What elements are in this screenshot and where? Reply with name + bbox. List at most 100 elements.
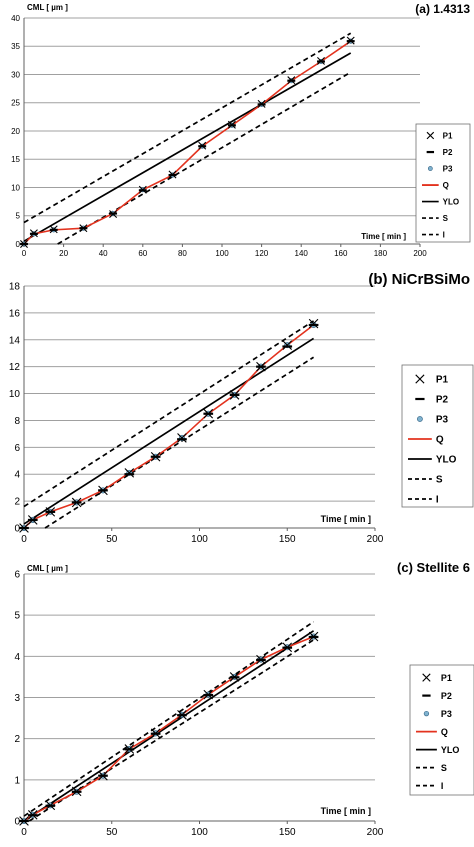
x-tick-label: 160 [334, 249, 348, 258]
y-tick-label: 6 [14, 443, 20, 454]
x-axis-label: Time [ min ] [321, 806, 371, 816]
legend-label: S [441, 763, 447, 773]
legend-label: YLO [441, 745, 460, 755]
point-p1 [19, 523, 29, 533]
x-tick-label: 40 [99, 249, 108, 258]
line-i [44, 356, 315, 529]
y-tick-label: 18 [9, 282, 21, 293]
x-tick-label: 200 [413, 249, 427, 258]
legend-label: P2 [436, 395, 449, 406]
point-p1 [27, 515, 38, 525]
legend-label: I [436, 495, 439, 506]
y-tick-label: 1 [14, 775, 20, 786]
point-p1 [177, 710, 187, 720]
y-tick-label: 12 [9, 362, 21, 373]
point-p1 [109, 210, 118, 219]
y-tick-label: 8 [14, 416, 20, 427]
chart-b-svg: 0 2 4 6 8 10 12 14 16 18 0 50 100 150 200 (b) NiCrBSiMo… [9, 271, 474, 545]
y-tick-label: 20 [11, 127, 20, 136]
x-tick-label: 150 [279, 534, 296, 545]
point-p1 [49, 225, 58, 234]
legend-label: YLO [443, 197, 459, 206]
x-tick-label: 80 [178, 249, 187, 258]
x-axis-label: Time [ min ] [321, 514, 371, 524]
y-tick-label: 16 [9, 308, 21, 319]
point-p1 [19, 816, 29, 826]
point-p1 [45, 800, 56, 811]
y-tick-label: 5 [14, 611, 20, 622]
point-p1 [229, 390, 240, 400]
line-ylo [23, 337, 315, 525]
y-tick-label: 25 [11, 99, 20, 108]
y-tick-label: 3 [14, 693, 20, 704]
line-ylo [23, 52, 352, 242]
x-tick-label: 120 [255, 249, 269, 258]
y-tick-label: 15 [11, 155, 20, 164]
point-p1 [203, 689, 214, 700]
x-tick-label: 200 [367, 534, 384, 545]
chart-c-svg: 0 1 2 3 4 5 6 0 50 100 150 200 (c) Stellite 6 CML [ µ… [14, 560, 474, 838]
point-p1 [346, 36, 355, 45]
chart-panel-c: 0 1 2 3 4 5 6 0 50 100 150 200 (c) Stellite 6 CML [ µ… [0, 558, 474, 847]
series-q-line [23, 324, 315, 529]
y-tick-label: 30 [11, 70, 20, 79]
x-axis-label: Time [ min ] [361, 232, 406, 241]
legend-label: P2 [443, 148, 453, 157]
chart-title: (b) NiCrBSiMo [368, 271, 470, 288]
x-tick-label: 0 [21, 827, 27, 838]
x-tick-label: 150 [279, 827, 296, 838]
y-tick-label: 35 [11, 42, 20, 51]
y-tick-label: 0 [16, 240, 21, 249]
line-s [23, 32, 352, 224]
x-tick-label: 60 [138, 249, 147, 258]
point-p1 [282, 340, 293, 350]
point-p1 [168, 170, 177, 179]
point-p1 [98, 485, 108, 496]
point-p1 [227, 120, 236, 129]
x-tick-label: 50 [106, 534, 118, 545]
y-tick-label: 4 [14, 652, 20, 663]
x-tick-label: 140 [295, 249, 309, 258]
point-p1 [198, 141, 207, 150]
line-s [23, 621, 315, 817]
x-tick-label: 100 [215, 249, 229, 258]
x-tick-label: 100 [191, 534, 208, 545]
legend-label: P2 [441, 691, 452, 701]
x-tick-label: 0 [22, 249, 27, 258]
point-p1 [257, 99, 266, 108]
legend-label: Q [436, 435, 444, 446]
point-p1 [71, 786, 82, 797]
point-p1 [71, 497, 82, 508]
legend-label: YLO [436, 455, 457, 466]
chart-title: (a) 1.4313 [415, 2, 470, 16]
x-tick-label: 0 [21, 534, 27, 545]
legend-label: P3 [441, 709, 452, 719]
y-tick-label: 0 [14, 817, 20, 828]
y-tick-label: 10 [9, 389, 21, 400]
y-axis-label: CML [ µm ] [27, 3, 68, 12]
point-p1 [124, 744, 135, 754]
y-tick-label: 6 [14, 570, 20, 581]
legend-label: P1 [441, 673, 452, 683]
legend-label: P3 [436, 415, 449, 426]
chart-panel-a: 0 5 10 15 20 25 30 35 40 0 20 40 60 80 100 120 140 160 180… [0, 0, 474, 282]
point-p1 [256, 654, 266, 665]
chart-panel-b: 0 2 4 6 8 10 12 14 16 18 0 50 100 150 200 (b) NiCrBSiMo… [0, 268, 474, 553]
legend-label: P3 [443, 164, 453, 173]
y-tick-label: 2 [14, 734, 20, 745]
legend-marker-p1 [422, 673, 431, 682]
x-tick-label: 200 [367, 827, 384, 838]
x-tick-label: 50 [106, 827, 118, 838]
y-tick-label: 4 [14, 470, 20, 481]
legend-box [415, 123, 471, 243]
legend-label: P1 [436, 375, 449, 386]
y-tick-label: 10 [11, 183, 20, 192]
line-i [28, 639, 315, 822]
point-p1 [138, 185, 147, 194]
point-p1 [150, 451, 161, 462]
point-p1 [308, 318, 319, 329]
x-tick-label: 20 [59, 249, 68, 258]
x-tick-label: 100 [191, 827, 208, 838]
legend-marker-p1 [415, 374, 425, 384]
legend-label: S [443, 214, 449, 223]
